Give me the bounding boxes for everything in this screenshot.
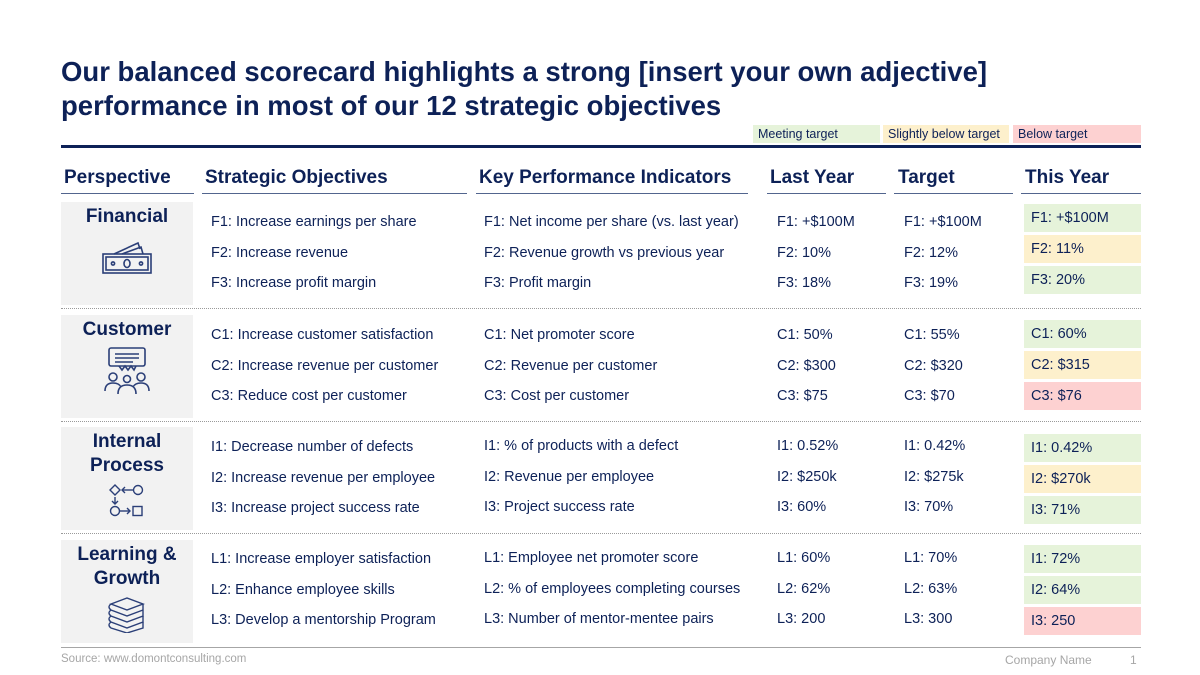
section-divider — [61, 308, 1141, 309]
target-c2: C2: $320 — [904, 358, 963, 374]
page-title: Our balanced scorecard highlights a stro… — [61, 56, 988, 121]
kpi-f1: F1: Net income per share (vs. last year) — [484, 214, 739, 230]
kpi-c3: C3: Cost per customer — [484, 388, 630, 404]
target-l1: L1: 70% — [904, 550, 958, 566]
objective-f1: F1: Increase earnings per share — [211, 214, 417, 230]
target-f2: F2: 12% — [904, 245, 958, 261]
column-header-perspective: Perspective — [61, 166, 194, 194]
this-year-f2: F2: 11% — [1024, 235, 1141, 263]
kpi-l2: L2: % of employees completing courses — [484, 581, 741, 597]
last-year-c2: C2: $300 — [777, 358, 836, 374]
target-c3: C3: $70 — [904, 388, 955, 404]
last-year-f2: F2: 10% — [777, 245, 831, 261]
last-year-i3: I3: 60% — [777, 499, 827, 515]
perspective-customer: Customer — [61, 315, 193, 418]
target-l3: L3: 300 — [904, 611, 953, 627]
section-learning-growth: Learning & Growth L1: Increase employer … — [61, 540, 1141, 645]
section-financial: Financial F1: Increase earnings per shar… — [61, 202, 1141, 307]
target-i3: I3: 70% — [904, 499, 954, 515]
this-year-l2: I2: 64% — [1024, 576, 1141, 604]
objective-f2: F2: Increase revenue — [211, 245, 349, 261]
target-i2: I2: $275k — [904, 469, 964, 485]
footer-divider — [61, 647, 1141, 648]
kpi-f3: F3: Profit margin — [484, 275, 592, 291]
kpi-f2: F2: Revenue growth vs previous year — [484, 245, 725, 261]
column-header-last-year: Last Year — [767, 166, 886, 194]
last-year-f3: F3: 18% — [777, 275, 831, 291]
this-year-i2: I2: $270k — [1024, 465, 1141, 493]
this-year-i1: I1: 0.42% — [1024, 434, 1141, 462]
column-header-objectives: Strategic Objectives — [202, 166, 467, 194]
this-year-l3: I3: 250 — [1024, 607, 1141, 635]
section-customer: Customer C1: Increase customer satisfact… — [61, 315, 1141, 420]
perspective-learning-growth: Learning & Growth — [61, 540, 193, 643]
this-year-c2: C2: $315 — [1024, 351, 1141, 379]
legend-below-target: Below target — [1013, 125, 1141, 143]
objective-c3: C3: Reduce cost per customer — [211, 388, 407, 404]
perspective-internal-process: Internal Process — [61, 427, 193, 530]
target-i1: I1: 0.42% — [904, 438, 966, 454]
this-year-i3: I3: 71% — [1024, 496, 1141, 524]
column-header-kpi: Key Performance Indicators — [476, 166, 748, 194]
this-year-f1: F1: +$100M — [1024, 204, 1141, 232]
kpi-l3: L3: Number of mentor-mentee pairs — [484, 611, 714, 627]
this-year-c1: C1: 60% — [1024, 320, 1141, 348]
section-internal-process: Internal Process I1: Decrease number of … — [61, 427, 1141, 532]
source-note: Source: www.domontconsulting.com — [61, 653, 247, 665]
objective-i1: I1: Decrease number of defects — [211, 439, 414, 455]
company-name: Company Name — [1005, 653, 1092, 667]
last-year-l3: L3: 200 — [777, 611, 826, 627]
objective-i2: I2: Increase revenue per employee — [211, 470, 436, 486]
customer-feedback-icon — [104, 347, 150, 395]
objective-l1: L1: Increase employer satisfaction — [211, 551, 432, 567]
legend-meeting-target: Meeting target — [753, 125, 880, 143]
last-year-l1: L1: 60% — [777, 550, 831, 566]
target-f1: F1: +$100M — [904, 214, 982, 230]
this-year-c3: C3: $76 — [1024, 382, 1141, 410]
this-year-f3: F3: 20% — [1024, 266, 1141, 294]
target-f3: F3: 19% — [904, 275, 958, 291]
kpi-i2: I2: Revenue per employee — [484, 469, 655, 485]
perspective-label: Learning & Growth — [77, 544, 177, 589]
kpi-c2: C2: Revenue per customer — [484, 358, 658, 374]
objective-f3: F3: Increase profit margin — [211, 275, 377, 291]
objective-l2: L2: Enhance employee skills — [211, 582, 395, 598]
kpi-c1: C1: Net promoter score — [484, 327, 635, 343]
section-divider — [61, 421, 1141, 422]
last-year-i2: I2: $250k — [777, 469, 837, 485]
column-header-target: Target — [894, 166, 1013, 194]
objective-i3: I3: Increase project success rate — [211, 500, 420, 516]
last-year-f1: F1: +$100M — [777, 214, 855, 230]
objective-l3: L3: Develop a mentorship Program — [211, 612, 436, 628]
perspective-label: Financial — [85, 206, 169, 227]
last-year-c1: C1: 50% — [777, 327, 833, 343]
kpi-i3: I3: Project success rate — [484, 499, 635, 515]
section-divider — [61, 533, 1141, 534]
objective-c1: C1: Increase customer satisfaction — [211, 327, 434, 343]
column-header-this-year: This Year — [1021, 166, 1141, 194]
page-number: 1 — [1130, 653, 1137, 667]
title-divider — [61, 145, 1141, 148]
last-year-c3: C3: $75 — [777, 388, 828, 404]
money-bills-icon — [102, 241, 152, 274]
perspective-financial: Financial — [61, 202, 193, 305]
objective-c2: C2: Increase revenue per customer — [211, 358, 439, 374]
books-icon — [108, 597, 145, 633]
legend-slightly-below-target: Slightly below target — [883, 125, 1009, 143]
this-year-l1: I1: 72% — [1024, 545, 1141, 573]
process-flow-icon — [109, 484, 144, 517]
kpi-i1: I1: % of products with a defect — [484, 438, 679, 454]
target-l2: L2: 63% — [904, 581, 958, 597]
target-c1: C1: 55% — [904, 327, 960, 343]
perspective-label: Customer — [82, 319, 172, 340]
last-year-i1: I1: 0.52% — [777, 438, 839, 454]
kpi-l1: L1: Employee net promoter score — [484, 550, 699, 566]
perspective-label: Internal Process — [90, 431, 164, 476]
last-year-l2: L2: 62% — [777, 581, 831, 597]
